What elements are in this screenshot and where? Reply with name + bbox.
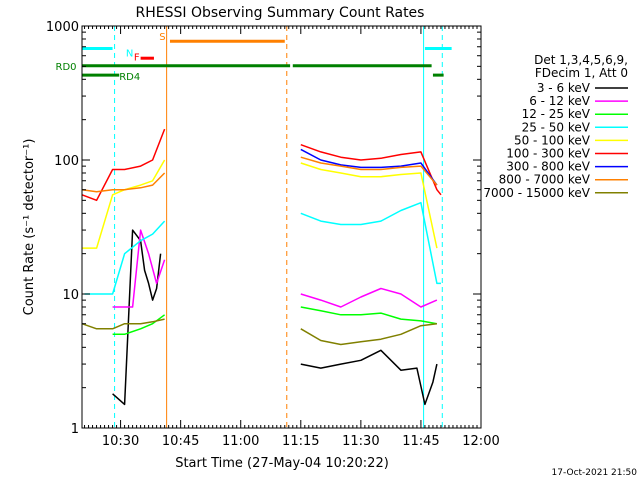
rd4-label: RD4 — [119, 72, 140, 83]
instrument-state-layer: N F S RD0 RD4 — [56, 26, 452, 428]
legend-entry-label: 7000 - 15000 keV — [483, 186, 590, 200]
y-tick-label: 10 — [62, 288, 79, 303]
generated-timestamp: 17-Oct-2021 21:50 — [552, 468, 638, 478]
legend-entry-label: 50 - 100 keV — [514, 133, 591, 147]
axis-layer: 10:30 10:45 11:00 11:15 11:30 11:45 12:00 1 10 10… — [46, 20, 500, 449]
x-axis-label: Start Time (27-May-04 10:20:22) — [175, 456, 389, 471]
legend-header-line2: FDecim 1, Att 0 — [535, 66, 628, 80]
legend-entry-label: 800 - 7000 keV — [499, 173, 591, 187]
saa-label: S — [159, 32, 165, 43]
legend-entry-label: 12 - 25 keV — [522, 107, 591, 121]
legend-entry-label: 3 - 6 keV — [537, 81, 591, 95]
legend-entry-label: 6 - 12 keV — [529, 94, 591, 108]
x-tick-label: 10:45 — [162, 434, 199, 449]
y-tick-label: 1000 — [46, 20, 79, 35]
flare-label: F — [134, 53, 140, 64]
series-line-6-12kev — [112, 229, 438, 308]
series-line-7000-15000kev — [81, 318, 437, 346]
legend-entry-label: 25 - 50 keV — [522, 120, 591, 134]
series-line-800-7000kev — [81, 156, 438, 193]
series-line-3-6kev — [112, 229, 438, 406]
x-tick-label: 12:00 — [462, 434, 499, 449]
x-tick-label: 10:30 — [102, 434, 139, 449]
x-tick-label: 11:45 — [402, 434, 439, 449]
legend-entry-label: 300 - 800 keV — [506, 160, 590, 174]
x-tick-label: 11:30 — [342, 434, 379, 449]
series-line-25-50kev — [84, 201, 441, 295]
series-line-300-800kev — [300, 148, 438, 186]
series-layer — [81, 128, 442, 406]
x-tick-label: 11:15 — [282, 434, 319, 449]
legend-entry-label: 100 - 300 keV — [506, 147, 590, 161]
plot-frame — [81, 25, 482, 429]
legend-header-line1: Det 1,3,4,5,6,9, — [534, 53, 628, 67]
night-label: N — [126, 48, 133, 59]
x-tick-label: 11:00 — [222, 434, 259, 449]
y-axis-label: Count Rate (s⁻¹ detector⁻¹) — [22, 139, 37, 316]
chart-title: RHESSI Observing Summary Count Rates — [136, 5, 425, 21]
y-tick-label: 100 — [54, 154, 79, 169]
y-tick-label: 1 — [71, 422, 79, 437]
rd0-label: RD0 — [56, 62, 77, 73]
